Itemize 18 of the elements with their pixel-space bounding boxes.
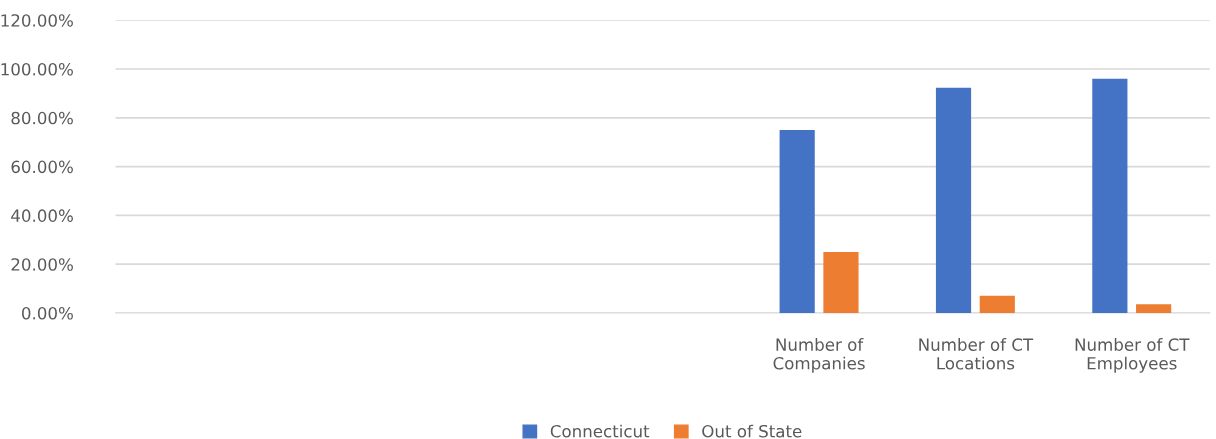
x-tick-label: Number of CT Employees (1075, 338, 1190, 373)
y-tick-label: 40.00% (11, 209, 73, 222)
x-tick-label: Number of CT Locations (919, 338, 1034, 370)
legend-label: Connecticut (550, 424, 650, 438)
y-tick-label: 60.00% (11, 160, 73, 174)
y-tick-label: 120.00% (1, 14, 73, 27)
bar (979, 295, 1015, 314)
legend-label: Out of State (702, 424, 802, 438)
bar (1092, 78, 1128, 314)
bar (935, 87, 972, 314)
bar (823, 252, 859, 314)
x-tick-label: Number of Companies (773, 338, 865, 373)
bar (1136, 304, 1172, 314)
y-tick-label: 20.00% (11, 258, 73, 271)
bar (779, 130, 815, 314)
y-tick-label: 0.00% (22, 306, 73, 320)
y-tick-label: 80.00% (11, 111, 73, 125)
y-tick-label: 100.00% (1, 62, 73, 76)
